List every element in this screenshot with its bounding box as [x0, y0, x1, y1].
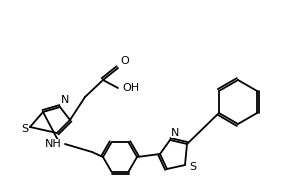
Text: OH: OH	[122, 83, 139, 93]
Text: N: N	[61, 95, 69, 105]
Text: O: O	[120, 56, 129, 66]
Text: NH: NH	[45, 139, 61, 149]
Text: N: N	[171, 128, 179, 138]
Text: S: S	[21, 124, 29, 134]
Text: S: S	[189, 162, 196, 172]
